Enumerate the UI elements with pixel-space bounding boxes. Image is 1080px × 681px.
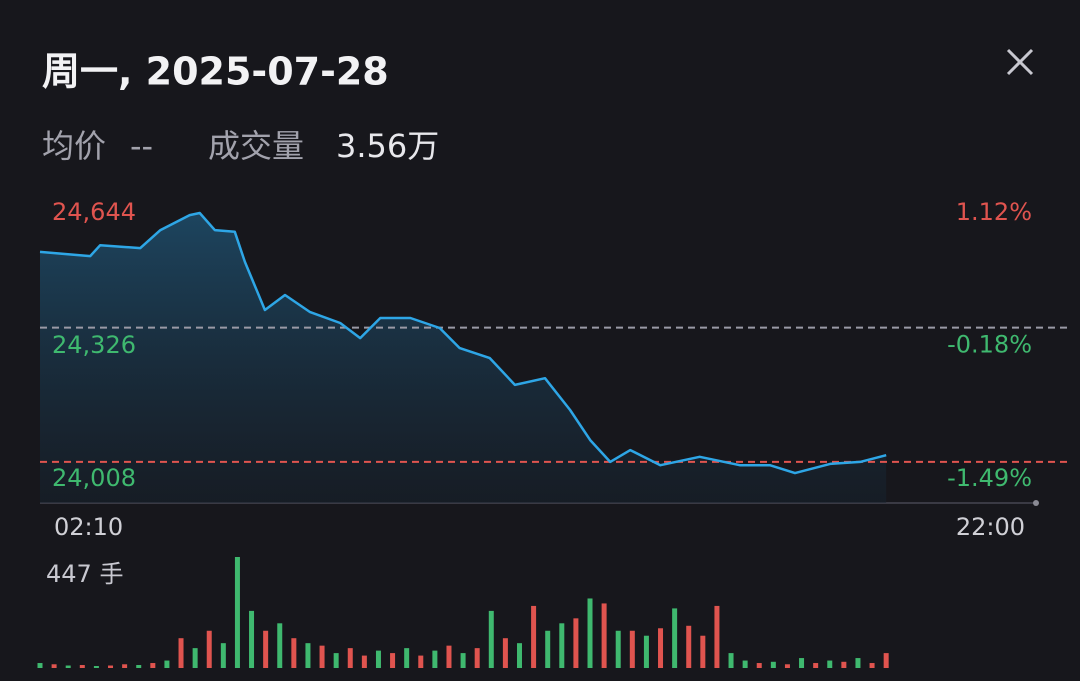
- volume-bar: [883, 653, 889, 668]
- volume-bar: [855, 658, 861, 668]
- y2-tick-label: -1.49%: [947, 464, 1032, 492]
- volume-bar: [573, 618, 579, 668]
- volume-bar: [206, 630, 212, 668]
- volume-bar: [333, 653, 339, 668]
- volume-bar: [841, 661, 847, 668]
- volume-bar: [784, 664, 790, 668]
- volume-bar: [742, 660, 748, 668]
- avg-label: 均价: [42, 127, 106, 165]
- volume-bar: [629, 630, 635, 668]
- volume-bar: [869, 663, 875, 668]
- volume-bar: [615, 630, 621, 668]
- volume-bar: [277, 623, 283, 668]
- volume-bar: [601, 603, 607, 668]
- volume-bar: [263, 630, 269, 668]
- volume-bar: [108, 665, 114, 668]
- volume-bar: [65, 665, 71, 668]
- y2-tick-label: 1.12%: [956, 198, 1032, 226]
- volume-bar: [122, 664, 128, 668]
- volume-bar: [728, 653, 734, 668]
- volume-bar: [150, 663, 156, 668]
- volume-bar: [291, 638, 297, 668]
- volume-bar: [375, 650, 381, 668]
- price-chart: 24,008 24,326 24,644 -1.49% -0.18% 1.12% 02:10…: [39, 198, 1070, 541]
- volume-bar: [770, 661, 776, 668]
- volume-bar: [827, 660, 833, 668]
- volume-bar: [37, 663, 43, 668]
- volume-bar: [813, 663, 819, 668]
- y-tick-label: 24,008: [52, 464, 136, 492]
- volume-bar: [361, 655, 367, 668]
- volume-bar: [700, 635, 706, 668]
- volume-bar: [93, 666, 99, 668]
- volume-bar: [136, 665, 142, 668]
- volume-bar: [164, 660, 170, 668]
- volume-bar: [643, 635, 649, 668]
- volume-bar: [531, 605, 537, 668]
- volume-bar: [474, 648, 480, 668]
- volume-bar: [234, 557, 240, 668]
- volume-bar: [460, 653, 466, 668]
- date-title: 周一, 2025-07-28: [42, 50, 389, 94]
- volume-bar: [305, 643, 311, 668]
- volume-bar: [559, 623, 565, 668]
- volume-bar: [220, 643, 226, 668]
- axis-end-dot: [1033, 500, 1039, 506]
- y-tick-label: 24,326: [52, 331, 136, 359]
- volume-bar: [404, 648, 410, 668]
- y2-tick-label: -0.18%: [947, 330, 1032, 358]
- volume-bar: [686, 625, 692, 668]
- volume-bar: [502, 638, 508, 668]
- volume-bar: [714, 605, 720, 668]
- price-line: [39, 211, 887, 475]
- volume-bar: [319, 645, 325, 668]
- y-tick-label: 24,644: [52, 198, 136, 226]
- volume-bar: [658, 628, 664, 668]
- price-area: [40, 213, 887, 503]
- volume-bar: [799, 658, 805, 668]
- volume-bar: [516, 643, 522, 668]
- volume-bar: [545, 630, 551, 668]
- volume-bar: [79, 665, 85, 668]
- volume-bar: [51, 664, 57, 668]
- volume-label: 成交量: [208, 127, 304, 165]
- volume-chart: 447 手: [37, 557, 889, 668]
- x-tick-label: 22:00: [956, 513, 1025, 541]
- volume-value: 3.56万: [336, 127, 439, 165]
- close-icon[interactable]: [1006, 48, 1034, 76]
- volume-bar: [178, 638, 184, 668]
- volume-bar: [432, 650, 438, 668]
- volume-bar: [249, 610, 255, 668]
- x-tick-label: 02:10: [54, 513, 123, 541]
- volume-bar: [418, 655, 424, 668]
- avg-value: --: [130, 127, 153, 165]
- volume-bar: [756, 663, 762, 668]
- volume-bar: [347, 648, 353, 668]
- volume-bar: [446, 645, 452, 668]
- volume-bar: [192, 648, 198, 668]
- volume-max-label: 447 手: [46, 560, 123, 588]
- close-button[interactable]: [1006, 48, 1034, 76]
- volume-bar: [390, 653, 396, 668]
- volume-bar: [672, 608, 678, 668]
- volume-bar: [587, 598, 593, 668]
- volume-bar: [488, 610, 494, 668]
